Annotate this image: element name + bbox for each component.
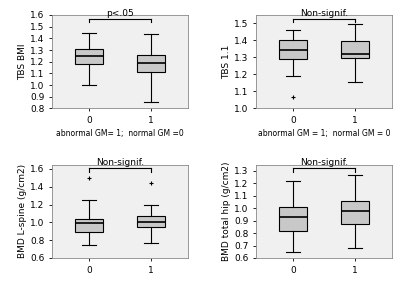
PathPatch shape <box>137 216 165 227</box>
Text: Non-signif.: Non-signif. <box>300 9 348 18</box>
Y-axis label: TBS 1.1: TBS 1.1 <box>222 44 231 79</box>
PathPatch shape <box>341 41 369 58</box>
PathPatch shape <box>75 50 103 64</box>
PathPatch shape <box>279 40 307 59</box>
X-axis label: abnormal GM = 1;  normal GM = 0: abnormal GM = 1; normal GM = 0 <box>258 129 390 138</box>
PathPatch shape <box>137 55 165 72</box>
PathPatch shape <box>75 219 103 232</box>
Y-axis label: BMD L-spine (g/cm2): BMD L-spine (g/cm2) <box>18 164 27 258</box>
Text: Non-signif.: Non-signif. <box>96 158 144 167</box>
Y-axis label: TBS BMI: TBS BMI <box>18 44 27 80</box>
X-axis label: abnormal GM= 1;  normal GM =0: abnormal GM= 1; normal GM =0 <box>56 129 184 138</box>
Text: p<.05: p<.05 <box>106 9 134 18</box>
PathPatch shape <box>341 201 369 224</box>
PathPatch shape <box>279 207 307 231</box>
Text: Non-signif.: Non-signif. <box>300 158 348 167</box>
Y-axis label: BMD total hip (g/cm2): BMD total hip (g/cm2) <box>222 161 231 261</box>
